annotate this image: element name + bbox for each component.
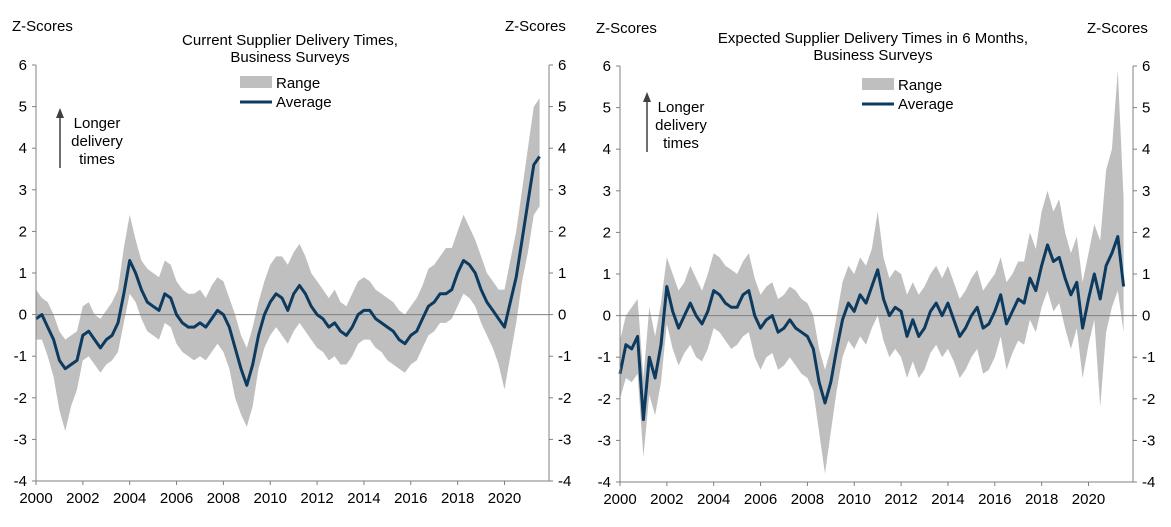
y-tick-label-right: 1 [558, 265, 566, 282]
y-tick-label-left: 1 [19, 265, 27, 282]
arrow-up-icon [56, 108, 64, 118]
y-axis-title-left: Z-Scores [12, 18, 73, 35]
x-tick-label: 2000 [603, 491, 636, 508]
y-tick-label-left: 5 [19, 99, 27, 116]
range-band [620, 70, 1124, 474]
y-tick-label-left: -2 [598, 391, 611, 408]
x-tick-label: 2010 [838, 491, 871, 508]
x-tick-label: 2014 [931, 491, 964, 508]
chart-title: Current Supplier Delivery Times, Business… [182, 32, 398, 66]
y-tick-label-right: -4 [1142, 474, 1155, 491]
average-line [618, 235, 1126, 422]
y-tick-label-left: -3 [14, 431, 27, 448]
x-tick-label: 2018 [441, 490, 474, 507]
y-axis-title-left: Z-Scores [596, 20, 657, 37]
y-tick-label-left: 0 [603, 308, 611, 325]
chart-panel-2: -4 -4 -3 -3 -2 -2 -1 -1 0 0 1 1 2 2 3 3 4 4 5 5 6 6 2000 2002 20… [596, 20, 1155, 508]
y-tick-label-left: 4 [603, 141, 611, 158]
y-axis-title-right: Z-Scores [1087, 20, 1148, 37]
y-tick-label-right: -1 [1142, 349, 1155, 366]
x-tick-label: 2018 [1025, 491, 1058, 508]
y-tick-label-left: -4 [598, 474, 611, 491]
x-tick-label: 2004 [113, 490, 146, 507]
y-tick-label-right: -2 [558, 390, 571, 407]
x-tick-label: 2002 [66, 490, 99, 507]
y-tick-label-right: 4 [1142, 141, 1150, 158]
y-tick-label-right: 0 [558, 307, 566, 324]
y-tick-label-left: -1 [14, 348, 27, 365]
x-tick-label: 2008 [207, 490, 240, 507]
x-tick-label: 2014 [347, 490, 380, 507]
legend-average-label: Average [276, 94, 332, 111]
y-tick-label-left: 6 [603, 58, 611, 75]
y-tick-label-right: 5 [1142, 100, 1150, 117]
legend-range-label: Range [276, 75, 320, 92]
legend-range-swatch [862, 78, 894, 90]
x-tick-label: 2002 [650, 491, 683, 508]
x-tick-label: 2006 [160, 490, 193, 507]
y-tick-label-left: 2 [19, 223, 27, 240]
range-band [36, 98, 540, 432]
legend-range-label: Range [898, 77, 942, 94]
y-tick-label-left: -4 [14, 473, 27, 490]
y-tick-label-left: 1 [603, 266, 611, 283]
y-tick-label-left: 2 [603, 224, 611, 241]
average-line [35, 155, 541, 387]
y-tick-label-left: -2 [14, 390, 27, 407]
y-tick-label-left: 5 [603, 100, 611, 117]
x-tick-label: 2016 [978, 491, 1011, 508]
y-tick-label-left: 0 [19, 307, 27, 324]
y-tick-label-left: -3 [598, 432, 611, 449]
annotation-text: Longer delivery times [71, 115, 123, 168]
x-tick-label: 2012 [884, 491, 917, 508]
legend-average-label: Average [898, 96, 954, 113]
y-tick-label-left: 4 [19, 140, 27, 157]
y-tick-label-left: 3 [19, 182, 27, 199]
y-tick-label-right: 5 [558, 99, 566, 116]
y-tick-label-right: 3 [1142, 183, 1150, 200]
y-tick-label-right: -4 [558, 473, 571, 490]
x-tick-label: 2020 [1072, 491, 1105, 508]
x-tick-label: 2010 [254, 490, 287, 507]
y-tick-label-right: 2 [558, 223, 566, 240]
y-tick-label-left: 3 [603, 183, 611, 200]
y-tick-label-left: -1 [598, 349, 611, 366]
y-tick-label-right: 0 [1142, 308, 1150, 325]
x-tick-label: 2004 [697, 491, 730, 508]
y-axis-title-right: Z-Scores [505, 18, 566, 35]
y-tick-label-right: 2 [1142, 224, 1150, 241]
y-tick-label-right: 1 [1142, 266, 1150, 283]
x-tick-label: 2008 [791, 491, 824, 508]
chart-title: Expected Supplier Delivery Times in 6 Mo… [718, 30, 1028, 64]
y-tick-label-right: -2 [1142, 391, 1155, 408]
y-tick-label-right: -1 [558, 348, 571, 365]
x-tick-label: 2012 [300, 490, 333, 507]
legend-range-swatch [240, 76, 272, 88]
y-tick-label-right: -3 [1142, 432, 1155, 449]
annotation-text: Longer delivery times [655, 99, 707, 152]
chart-panel-1: -4 -4 -3 -3 -2 -2 -1 -1 0 0 1 1 2 2 3 3 4 4 5 5 6 6 2000 2002 20… [12, 18, 571, 507]
y-tick-label-right: 4 [558, 140, 566, 157]
y-tick-label-right: 6 [1142, 58, 1150, 75]
y-tick-label-left: 6 [19, 57, 27, 74]
y-tick-label-right: 6 [558, 57, 566, 74]
x-tick-label: 2000 [19, 490, 52, 507]
x-tick-label: 2006 [744, 491, 777, 508]
x-tick-label: 2020 [488, 490, 521, 507]
x-tick-label: 2016 [394, 490, 427, 507]
arrow-up-icon [643, 92, 651, 102]
y-tick-label-right: -3 [558, 431, 571, 448]
y-tick-label-right: 3 [558, 182, 566, 199]
